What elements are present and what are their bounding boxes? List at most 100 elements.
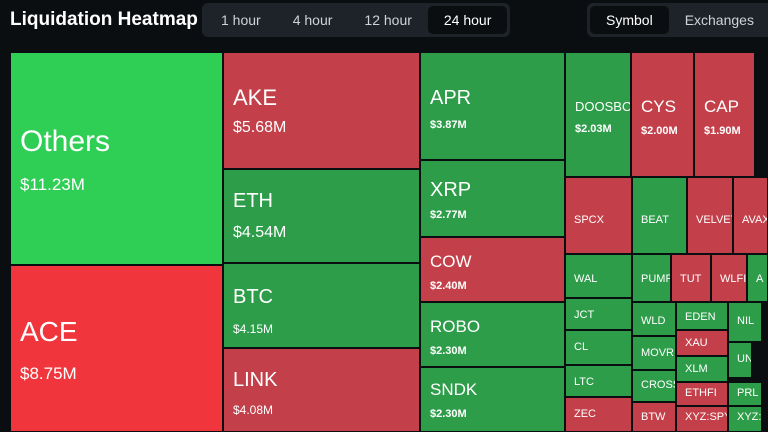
tile[interactable]: CAP $1.90M bbox=[694, 52, 755, 177]
tile[interactable]: XYZ:SP bbox=[728, 406, 762, 432]
tile-label: Others bbox=[20, 125, 111, 158]
tile-value: $3.87M bbox=[430, 119, 467, 131]
tile-label: BEAT bbox=[641, 214, 669, 226]
tile[interactable]: CROSS bbox=[632, 370, 676, 402]
tile[interactable]: CL bbox=[565, 330, 632, 365]
tab[interactable]: Symbol bbox=[590, 6, 669, 34]
time-tabs: 1 hour 4 hour 12 hour 24 hour bbox=[202, 3, 511, 37]
tile-value: $2.30M bbox=[430, 408, 467, 420]
tile-label: MOVR bbox=[641, 347, 674, 359]
tile[interactable]: BEAT bbox=[632, 177, 687, 254]
tab[interactable]: 4 hour bbox=[292, 12, 333, 28]
tile-label: XLM bbox=[685, 363, 708, 375]
tile-value: $1.90M bbox=[704, 125, 741, 137]
tile[interactable]: LTC bbox=[565, 365, 632, 397]
tile-value: $2.00M bbox=[641, 125, 678, 137]
tile-value: $5.68M bbox=[233, 119, 287, 136]
tile[interactable]: ETHFI bbox=[676, 382, 728, 406]
tile-label: CL bbox=[574, 341, 589, 353]
tile-label: AVAX bbox=[742, 214, 768, 226]
tile[interactable]: MOVR bbox=[632, 336, 676, 370]
tile-label: CYS bbox=[641, 97, 676, 116]
tile-label: CROSS bbox=[641, 379, 675, 391]
tile-value: $2.77M bbox=[430, 209, 467, 221]
tile-label: JCT bbox=[574, 309, 595, 321]
tile[interactable]: NIL bbox=[728, 302, 762, 342]
tile[interactable]: SNDK $2.30M bbox=[420, 367, 565, 432]
tile-label: COW bbox=[430, 252, 472, 271]
tile[interactable]: JCT bbox=[565, 298, 632, 330]
tile[interactable]: COW $2.40M bbox=[420, 237, 565, 302]
tile-label: XRP bbox=[430, 179, 472, 201]
tile[interactable]: XLM bbox=[676, 356, 728, 382]
view-tabs: Symbol Exchanges bbox=[587, 3, 768, 37]
tile-label: DOOSBO bbox=[575, 99, 631, 114]
tab[interactable]: 12 hour bbox=[364, 12, 412, 28]
tile-label: VELVET bbox=[696, 214, 732, 226]
tile-label: ETHFI bbox=[685, 387, 717, 399]
tile-label: LINK bbox=[233, 369, 278, 391]
tile-label: LTC bbox=[574, 376, 594, 388]
tile[interactable]: AKE $5.68M bbox=[223, 52, 420, 169]
tile-label: ETH bbox=[233, 190, 273, 212]
tile[interactable]: UNI bbox=[728, 342, 752, 378]
tile[interactable]: TUT bbox=[671, 254, 711, 302]
tile-label: WAL bbox=[574, 273, 598, 285]
tile-value: $8.75M bbox=[20, 364, 77, 383]
tile[interactable]: XRP $2.77M bbox=[420, 160, 565, 237]
tile-label: AKE bbox=[233, 85, 278, 110]
tile-label: WLFI bbox=[720, 273, 747, 285]
tile-label: EDEN bbox=[685, 311, 716, 323]
tile[interactable]: EDEN bbox=[676, 302, 728, 330]
tile[interactable]: BTC $4.15M bbox=[223, 263, 420, 348]
tile[interactable]: ROBO $2.30M bbox=[420, 302, 565, 367]
tile-label: SPCX bbox=[574, 214, 604, 226]
tile[interactable]: BTW bbox=[632, 402, 676, 432]
tile[interactable]: PRL bbox=[728, 382, 762, 406]
tab[interactable]: 1 hour bbox=[221, 12, 261, 28]
page-title: Liquidation Heatmap bbox=[10, 9, 198, 30]
tab[interactable]: 24 hour bbox=[427, 6, 508, 34]
tile-label: APR bbox=[430, 87, 472, 109]
tile[interactable]: Others $11.23M bbox=[10, 52, 223, 265]
tile-label: BTC bbox=[233, 286, 273, 308]
tile[interactable]: WLD bbox=[632, 302, 676, 336]
tile-value: $4.54M bbox=[233, 224, 287, 241]
tile[interactable]: WLFI bbox=[711, 254, 747, 302]
tile-label: XAU bbox=[685, 337, 708, 349]
tile[interactable]: LINK $4.08M bbox=[223, 348, 420, 432]
tile-value: $2.30M bbox=[430, 345, 467, 357]
tile[interactable]: PUMP bbox=[632, 254, 671, 302]
tile-label: UNI bbox=[737, 353, 751, 365]
tile[interactable]: AVAX bbox=[733, 177, 768, 254]
tile-value: $2.03M bbox=[575, 123, 612, 135]
tile-label: BTW bbox=[641, 411, 666, 423]
tile-label: NIL bbox=[737, 315, 755, 327]
tile-label: TUT bbox=[680, 273, 702, 285]
tile[interactable]: ACE $8.75M bbox=[10, 265, 223, 432]
tile-label: ROBO bbox=[430, 317, 481, 336]
tile-label: CAP bbox=[704, 97, 739, 116]
tile-label: PRL bbox=[737, 387, 759, 399]
tile-label: A bbox=[756, 273, 764, 285]
tile[interactable]: DOOSBO $2.03M bbox=[565, 52, 631, 177]
tile-value: $4.15M bbox=[233, 322, 274, 336]
tile[interactable]: SPCX bbox=[565, 177, 632, 254]
tab[interactable]: Exchanges bbox=[684, 12, 754, 28]
tile[interactable]: XAU bbox=[676, 330, 728, 356]
tile[interactable]: VELVET bbox=[687, 177, 733, 254]
tile[interactable]: CYS $2.00M bbox=[631, 52, 694, 177]
tile[interactable]: ZEC bbox=[565, 397, 632, 432]
tile-value: $11.23M bbox=[20, 175, 85, 194]
tile[interactable]: ETH $4.54M bbox=[223, 169, 420, 263]
tile[interactable]: A bbox=[747, 254, 768, 302]
tile[interactable]: WAL bbox=[565, 254, 632, 298]
tile[interactable]: XYZ:SPY bbox=[676, 406, 728, 432]
tile-label: XYZ:SPY bbox=[685, 411, 728, 423]
tile-label: ACE bbox=[20, 316, 78, 347]
tile[interactable]: APR $3.87M bbox=[420, 52, 565, 160]
tile-value: $2.40M bbox=[430, 280, 467, 292]
tile-label: XYZ:SP bbox=[737, 411, 762, 423]
tile-label: PUMP bbox=[641, 273, 671, 285]
